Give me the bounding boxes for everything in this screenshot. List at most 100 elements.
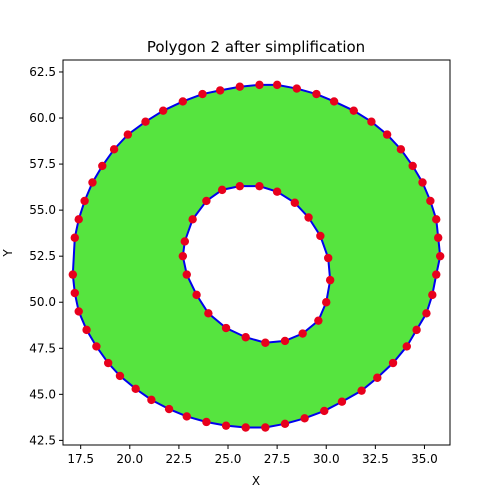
inner-vertex-point — [255, 181, 264, 191]
outer-vertex-point — [422, 309, 431, 318]
inner-vertex-point — [221, 323, 231, 333]
inner-vertex-point — [290, 198, 300, 207]
y-tick-label: 47.5 — [29, 341, 56, 355]
outer-vertex-point — [158, 106, 168, 115]
outer-vertex-point — [115, 371, 125, 381]
outer-vertex-point — [92, 342, 101, 351]
outer-vertex-point — [255, 80, 264, 90]
plot-area — [68, 80, 445, 432]
outer-vertex-point — [272, 80, 282, 90]
outer-vertex-point — [367, 117, 376, 126]
axes — [62, 59, 451, 446]
x-tick-label: 32.5 — [362, 452, 389, 466]
outer-vertex-point — [396, 145, 406, 154]
y-tick-label: 50.0 — [29, 295, 56, 309]
outer-vertex-point — [221, 421, 231, 430]
outer-vertex-point — [178, 97, 188, 106]
outer-vertex-point — [80, 196, 89, 206]
outer-vertex-point — [373, 373, 382, 382]
inner-vertex-point — [241, 333, 250, 342]
outer-vertex-point — [435, 251, 445, 261]
inner-vertex-point — [298, 329, 307, 338]
x-tick-label: 30.0 — [313, 452, 340, 466]
inner-vertex-point — [304, 213, 313, 222]
y-axis-ticks: 42.5 45.0 47.5 50.0 52.5 55.0 57.5 60.0 62.5 — [29, 65, 63, 447]
x-tick-label: 27.5 — [264, 452, 291, 466]
x-axis-ticks: 17.5 20.0 22.5 25.0 27.5 30.0 32.5 35.0 — [67, 445, 438, 466]
inner-vertex-point — [272, 187, 282, 196]
inner-vertex-point — [178, 251, 188, 261]
y-tick-label: 62.5 — [29, 65, 56, 79]
outer-vertex-point — [337, 397, 347, 406]
outer-vertex-point — [349, 106, 358, 115]
outer-vertex-point — [82, 325, 91, 335]
outer-vertex-point — [215, 86, 225, 95]
outer-vertex-point — [329, 97, 339, 106]
y-tick-label: 57.5 — [29, 157, 56, 171]
x-tick-label: 17.5 — [67, 452, 94, 466]
outer-vertex-point — [202, 417, 211, 427]
inner-vertex-point — [182, 270, 191, 279]
outer-vertex-point — [312, 89, 321, 99]
polygon-fill — [72, 84, 441, 428]
chart-title: Polygon 2 after simplification — [147, 38, 365, 56]
outer-vertex-point — [300, 414, 309, 423]
x-tick-label: 22.5 — [166, 452, 193, 466]
x-tick-label: 25.0 — [215, 452, 242, 466]
outer-vertex-point — [98, 161, 107, 171]
outer-vertex-point — [402, 342, 411, 351]
outer-vertex-point — [109, 145, 119, 154]
inner-vertex-point — [314, 316, 323, 325]
outer-vertex-point — [320, 406, 329, 416]
outer-vertex-point — [198, 89, 207, 99]
y-tick-label: 45.0 — [29, 387, 56, 401]
y-axis-label: Y — [1, 249, 15, 258]
inner-vertex-point — [180, 237, 189, 246]
y-tick-label: 55.0 — [29, 203, 56, 217]
outer-vertex-point — [182, 412, 191, 421]
inner-vertex-point — [324, 253, 333, 263]
outer-vertex-point — [241, 423, 250, 432]
x-tick-label: 20.0 — [116, 452, 143, 466]
inner-vertex-point — [202, 196, 211, 206]
inner-vertex-point — [235, 181, 244, 191]
outer-vertex-point — [70, 288, 79, 298]
inner-vertex-point — [217, 185, 227, 195]
y-tick-label: 42.5 — [29, 433, 56, 447]
outer-vertex-point — [70, 233, 79, 242]
inner-vertex-point — [325, 275, 335, 285]
outer-vertex-point — [357, 386, 366, 395]
outer-vertex-point — [74, 215, 83, 224]
outer-vertex-point — [280, 419, 290, 429]
y-tick-label: 60.0 — [29, 111, 56, 125]
outer-vertex-point — [432, 215, 441, 224]
outer-vertex-point — [141, 117, 150, 126]
x-axis-label: X — [252, 474, 260, 488]
inner-vertex-point — [280, 336, 290, 346]
outer-vertex-point — [292, 84, 301, 93]
outer-vertex-point — [123, 130, 133, 139]
inner-vertex-point — [322, 298, 331, 307]
outer-vertex-point — [432, 270, 441, 279]
outer-vertex-point — [408, 161, 417, 171]
outer-vertex-point — [382, 130, 392, 139]
inner-vertex-point — [204, 309, 213, 318]
outer-vertex-point — [235, 82, 244, 91]
inner-vertex-point — [261, 338, 270, 347]
outer-vertex-point — [164, 404, 174, 414]
outer-vertex-point — [418, 178, 427, 187]
plot-frame — [62, 59, 451, 446]
x-tick-label: 35.0 — [411, 452, 438, 466]
y-tick-label: 52.5 — [29, 249, 56, 263]
outer-vertex-point — [426, 196, 435, 206]
outer-vertex-point — [412, 325, 421, 335]
outer-vertex-point — [88, 178, 97, 187]
outer-vertex-point — [131, 384, 140, 394]
outer-vertex-point — [147, 395, 156, 405]
outer-vertex-point — [388, 358, 398, 368]
inner-vertex-point — [188, 215, 197, 224]
outer-vertex-point — [68, 270, 78, 279]
outer-vertex-point — [261, 423, 270, 432]
outer-vertex-point — [428, 290, 437, 300]
